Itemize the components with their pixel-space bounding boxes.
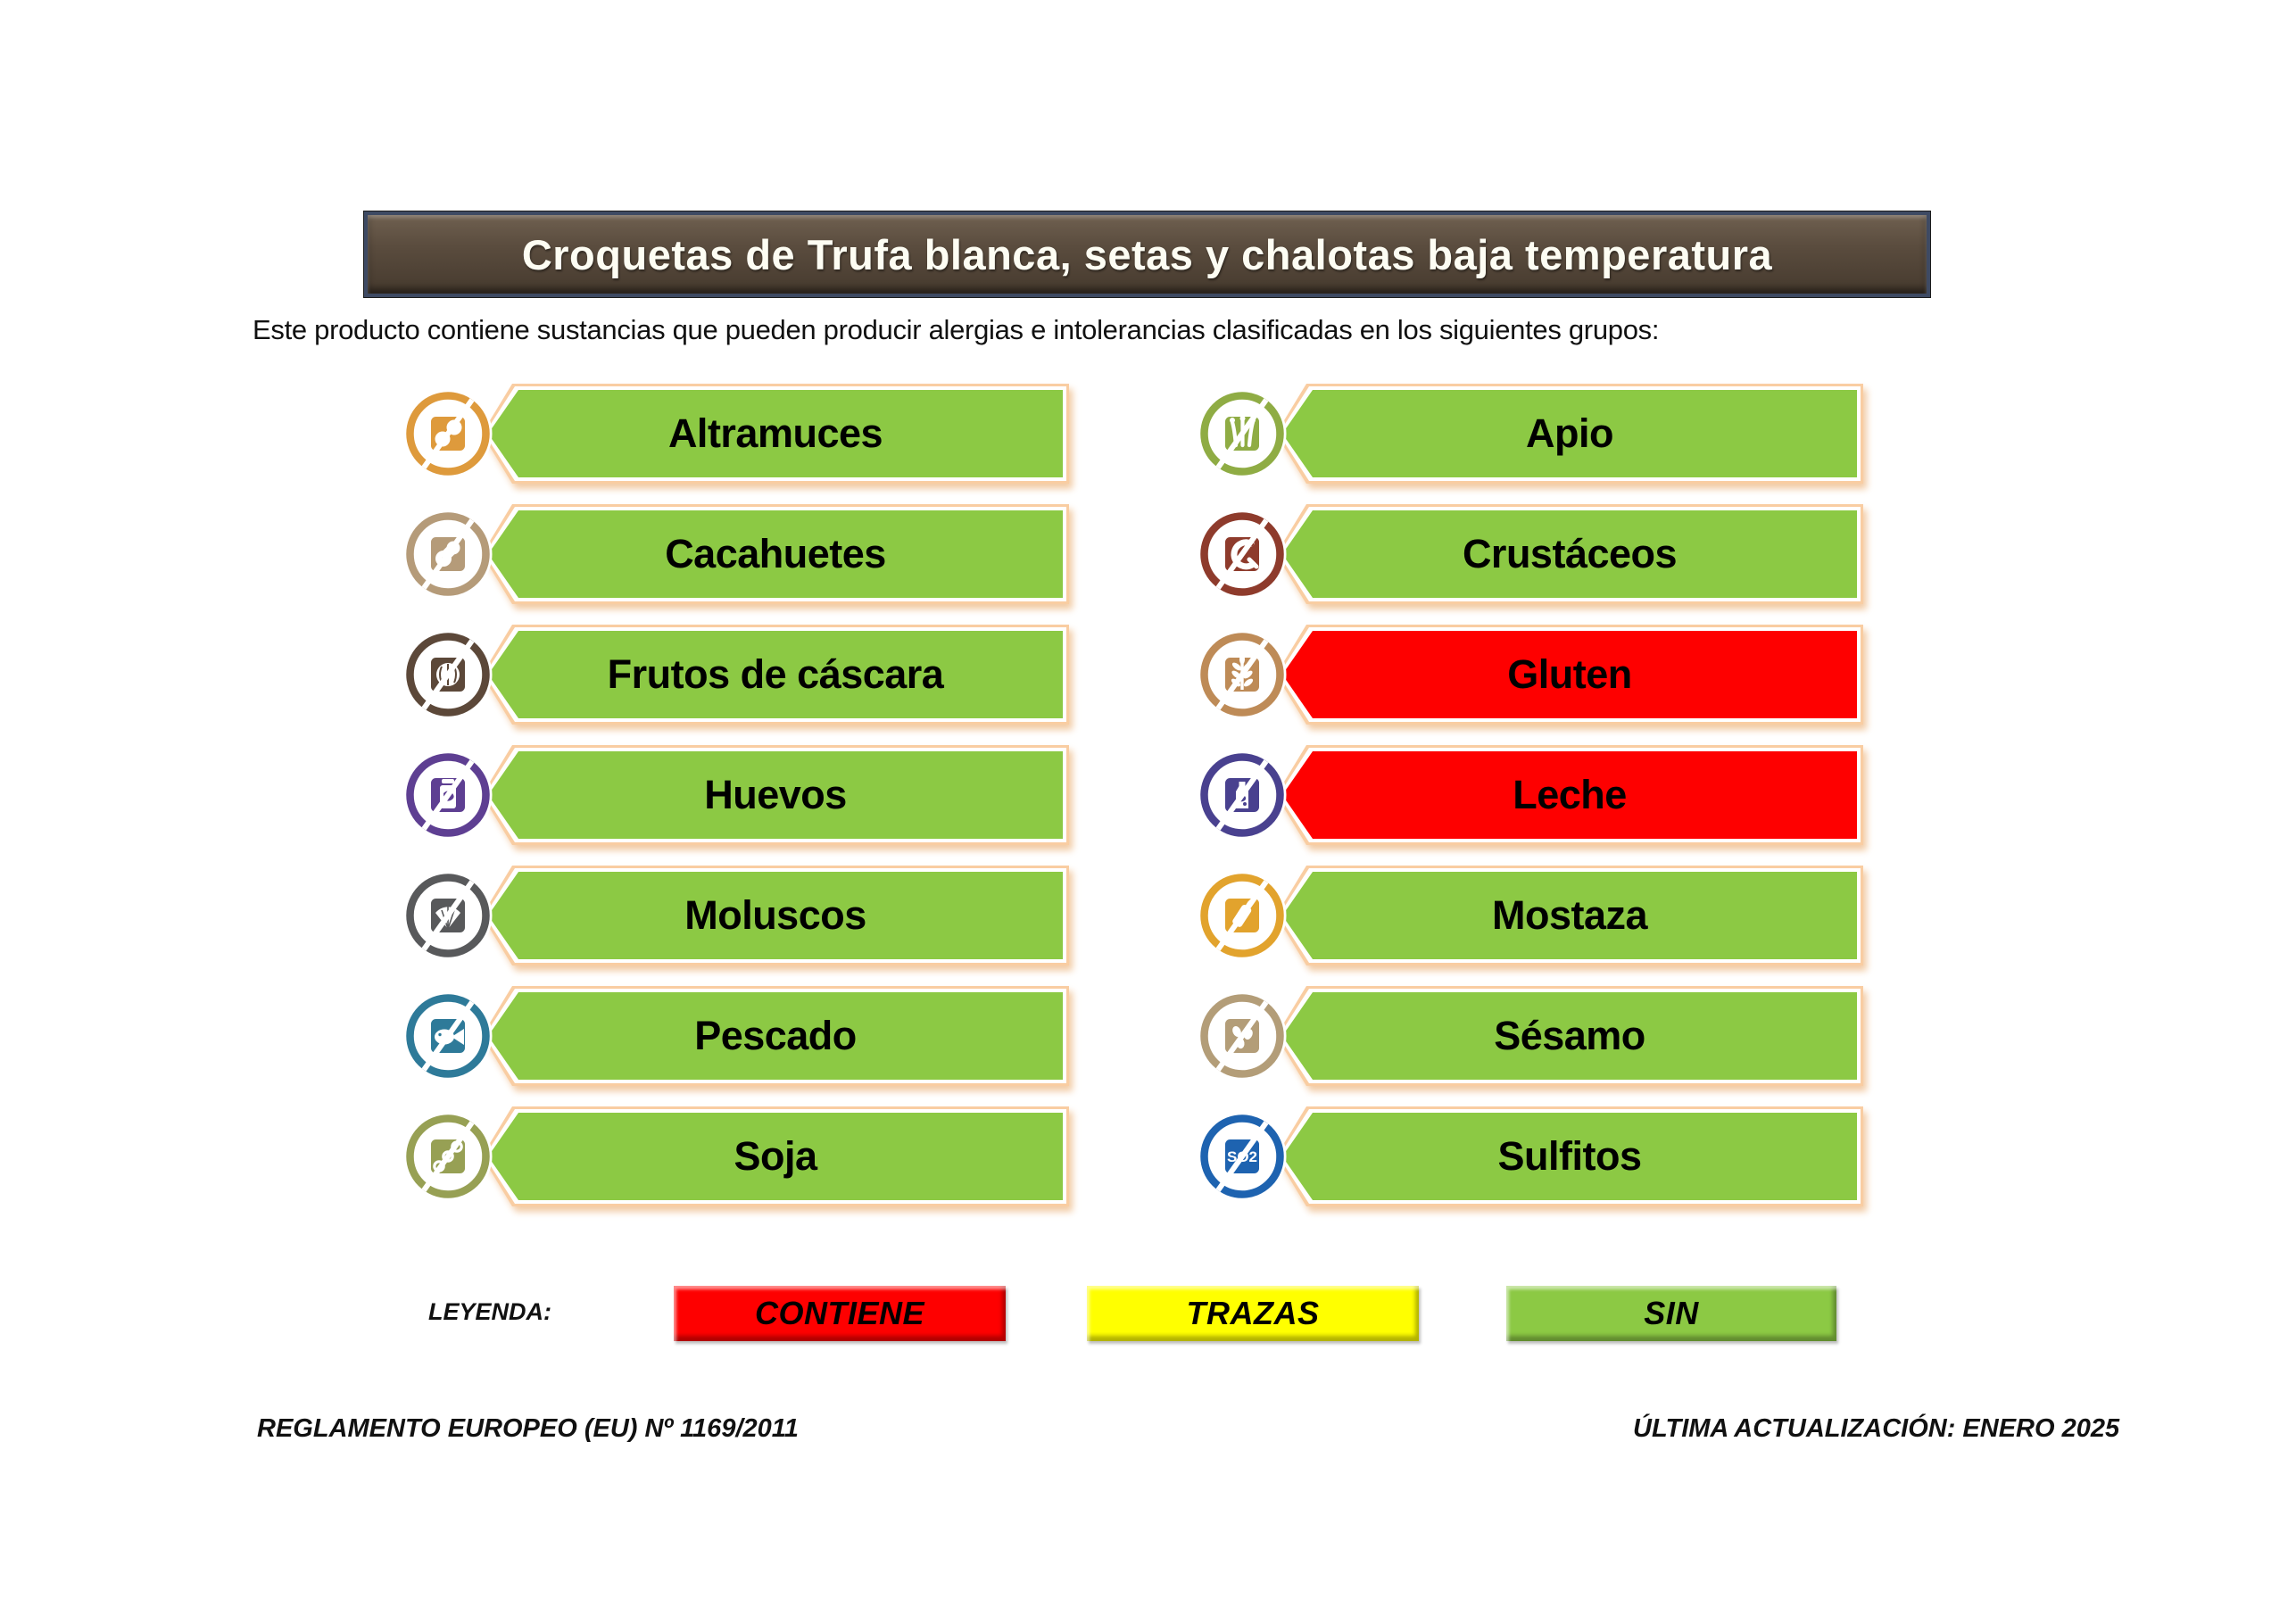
product-title: Croquetas de Trufa blanca, setas y chalo… — [521, 230, 1773, 278]
allergen-label: Moluscos — [684, 892, 866, 938]
allergen-status-bar: Sésamo — [1282, 992, 1857, 1080]
wheat-icon — [1198, 630, 1287, 719]
allergen-status-bar: Frutos de cáscara — [488, 631, 1063, 718]
walnut-icon — [403, 630, 493, 719]
allergen-row-altramuces: Altramuces — [393, 384, 1069, 484]
legend-label: LEYENDA: — [428, 1298, 552, 1325]
allergen-label: Frutos de cáscara — [607, 651, 944, 697]
allergen-status-bar: Mostaza — [1282, 872, 1857, 959]
allergen-label: Leche — [1513, 772, 1627, 817]
allergen-label: Sésamo — [1494, 1013, 1645, 1058]
allergen-status-bar: Altramuces — [488, 390, 1063, 477]
allergen-status-bar: Pescado — [488, 992, 1063, 1080]
allergen-row-moluscos: Moluscos — [393, 866, 1069, 965]
peanut-icon — [403, 510, 493, 599]
allergen-label: Sulfitos — [1497, 1133, 1643, 1179]
lupin-icon — [403, 389, 493, 478]
fish-icon — [403, 991, 493, 1081]
allergen-label: Gluten — [1507, 651, 1632, 697]
allergen-status-bar: Soja — [488, 1113, 1063, 1200]
sesame-icon — [1198, 991, 1287, 1081]
soy-pod-icon — [403, 1112, 493, 1201]
allergen-row-apio: Apio — [1187, 384, 1863, 484]
allergen-label: Mostaza — [1491, 892, 1648, 938]
allergen-label: Pescado — [694, 1013, 857, 1058]
legend-sin-box: SIN — [1506, 1286, 1836, 1341]
so2-icon — [1198, 1112, 1287, 1201]
shell-icon — [403, 871, 493, 960]
allergen-label: Crustáceos — [1462, 531, 1678, 576]
allergen-status-bar: Apio — [1282, 390, 1857, 477]
allergen-label: Cacahuetes — [665, 531, 886, 576]
allergen-row-sesamo: Sésamo — [1187, 986, 1863, 1086]
product-title-banner: Croquetas de Trufa blanca, setas y chalo… — [364, 211, 1930, 297]
allergen-row-frutos-de-cascara: Frutos de cáscara — [393, 625, 1069, 725]
allergen-row-cacahuetes: Cacahuetes — [393, 504, 1069, 604]
allergen-status-bar: Crustáceos — [1282, 510, 1857, 598]
allergen-label: Altramuces — [667, 410, 883, 456]
allergen-label: Huevos — [704, 772, 847, 817]
egg-jar-icon — [403, 750, 493, 840]
last-update: ÚLTIMA ACTUALIZACIÓN: ENERO 2025 — [1633, 1414, 2120, 1443]
allergen-status-bar: Moluscos — [488, 872, 1063, 959]
legend-contiene-box: CONTIENE — [674, 1286, 1006, 1341]
intro-text: Este producto contiene sustancias que pu… — [253, 314, 1660, 345]
allergen-row-huevos: Huevos — [393, 745, 1069, 845]
allergen-row-crustaceos: Crustáceos — [1187, 504, 1863, 604]
allergen-row-leche: Leche — [1187, 745, 1863, 845]
allergen-row-pescado: Pescado — [393, 986, 1069, 1086]
legend-trazas-label: TRAZAS — [1186, 1295, 1320, 1331]
regulation-reference: REGLAMENTO EUROPEO (EU) Nº 1169/2011 — [257, 1414, 799, 1443]
legend-contiene-label: CONTIENE — [754, 1295, 924, 1331]
allergen-status-bar: Gluten — [1282, 631, 1857, 718]
allergen-row-mostaza: Mostaza — [1187, 866, 1863, 965]
legend-sin-label: SIN — [1644, 1295, 1699, 1331]
celery-icon — [1198, 389, 1287, 478]
milk-bottle-icon — [1198, 750, 1287, 840]
allergen-status-bar: Leche — [1282, 751, 1857, 839]
allergen-status-bar: Huevos — [488, 751, 1063, 839]
shrimp-icon — [1198, 510, 1287, 599]
allergen-row-sulfitos: Sulfitos — [1187, 1106, 1863, 1206]
allergen-column-right: Apio Crustáceos — [1187, 384, 1863, 1227]
allergen-label: Soja — [734, 1133, 817, 1179]
allergen-row-gluten: Gluten — [1187, 625, 1863, 725]
legend-trazas-box: TRAZAS — [1087, 1286, 1419, 1341]
allergen-column-left: Altramuces Cacahuetes — [393, 384, 1069, 1227]
allergen-row-soja: Soja — [393, 1106, 1069, 1206]
allergen-status-bar: Sulfitos — [1282, 1113, 1857, 1200]
allergen-status-bar: Cacahuetes — [488, 510, 1063, 598]
mustard-bottle-icon — [1198, 871, 1287, 960]
allergen-label: Apio — [1526, 410, 1613, 456]
